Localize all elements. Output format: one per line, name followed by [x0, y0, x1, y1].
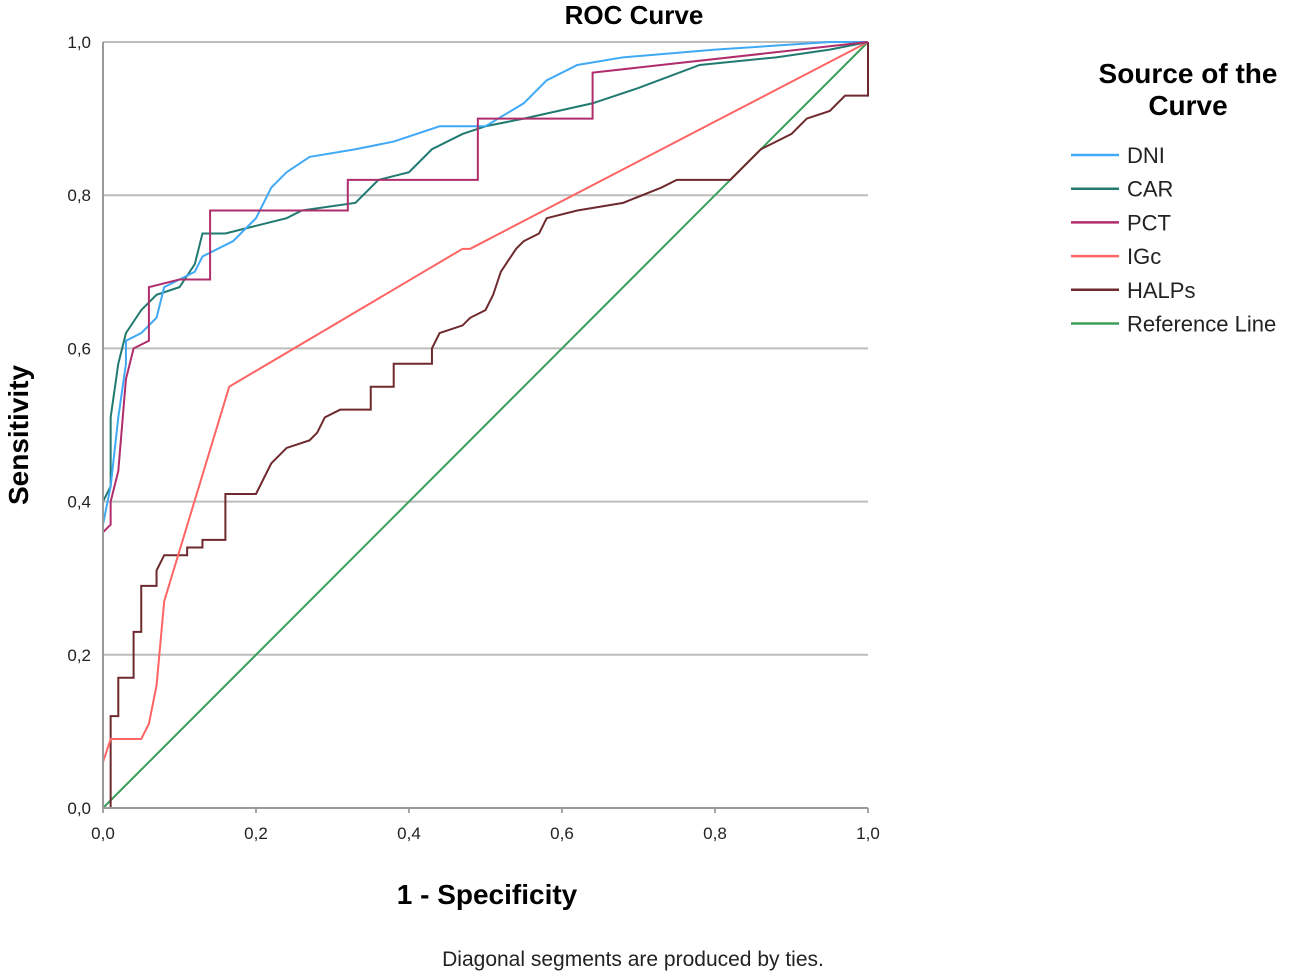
legend-title: Source of the Curve	[1099, 58, 1278, 121]
y-tick-label: 0,8	[67, 186, 91, 205]
x-tick-label: 0,6	[550, 824, 574, 843]
legend-label: DNI	[1127, 143, 1165, 168]
y-tick-label: 0,2	[67, 646, 91, 665]
y-tick-label: 0,0	[67, 799, 91, 818]
x-axis-label: 1 - Specificity	[397, 879, 578, 910]
series-line-dni	[102, 41, 868, 808]
x-tick-label: 0,4	[397, 824, 421, 843]
legend-label: CAR	[1127, 177, 1173, 202]
x-tick-label: 1,0	[856, 824, 880, 843]
y-axis-label: Sensitivity	[3, 365, 34, 505]
legend-label: IGc	[1127, 244, 1161, 269]
legend-label: PCT	[1127, 210, 1171, 235]
x-tick-label: 0,8	[703, 824, 727, 843]
chart-title: ROC Curve	[565, 0, 704, 30]
legend: DNI CAR PCT IGc HALPs Reference Line	[1071, 143, 1276, 337]
x-tick-label: 0,2	[244, 824, 268, 843]
series-line-halps	[103, 42, 869, 809]
x-tick-label: 0,0	[91, 824, 115, 843]
series-line-car	[102, 41, 869, 808]
y-tick-label: 0,4	[67, 493, 91, 512]
footnote: Diagonal segments are produced by ties.	[442, 948, 824, 971]
legend-label: Reference Line	[1127, 312, 1276, 337]
y-tick-label: 0,6	[67, 339, 91, 358]
y-tick-label: 1,0	[67, 33, 91, 52]
series-line-igc	[102, 41, 869, 763]
series-line-pct	[102, 41, 869, 808]
legend-label: HALPs	[1127, 278, 1195, 303]
